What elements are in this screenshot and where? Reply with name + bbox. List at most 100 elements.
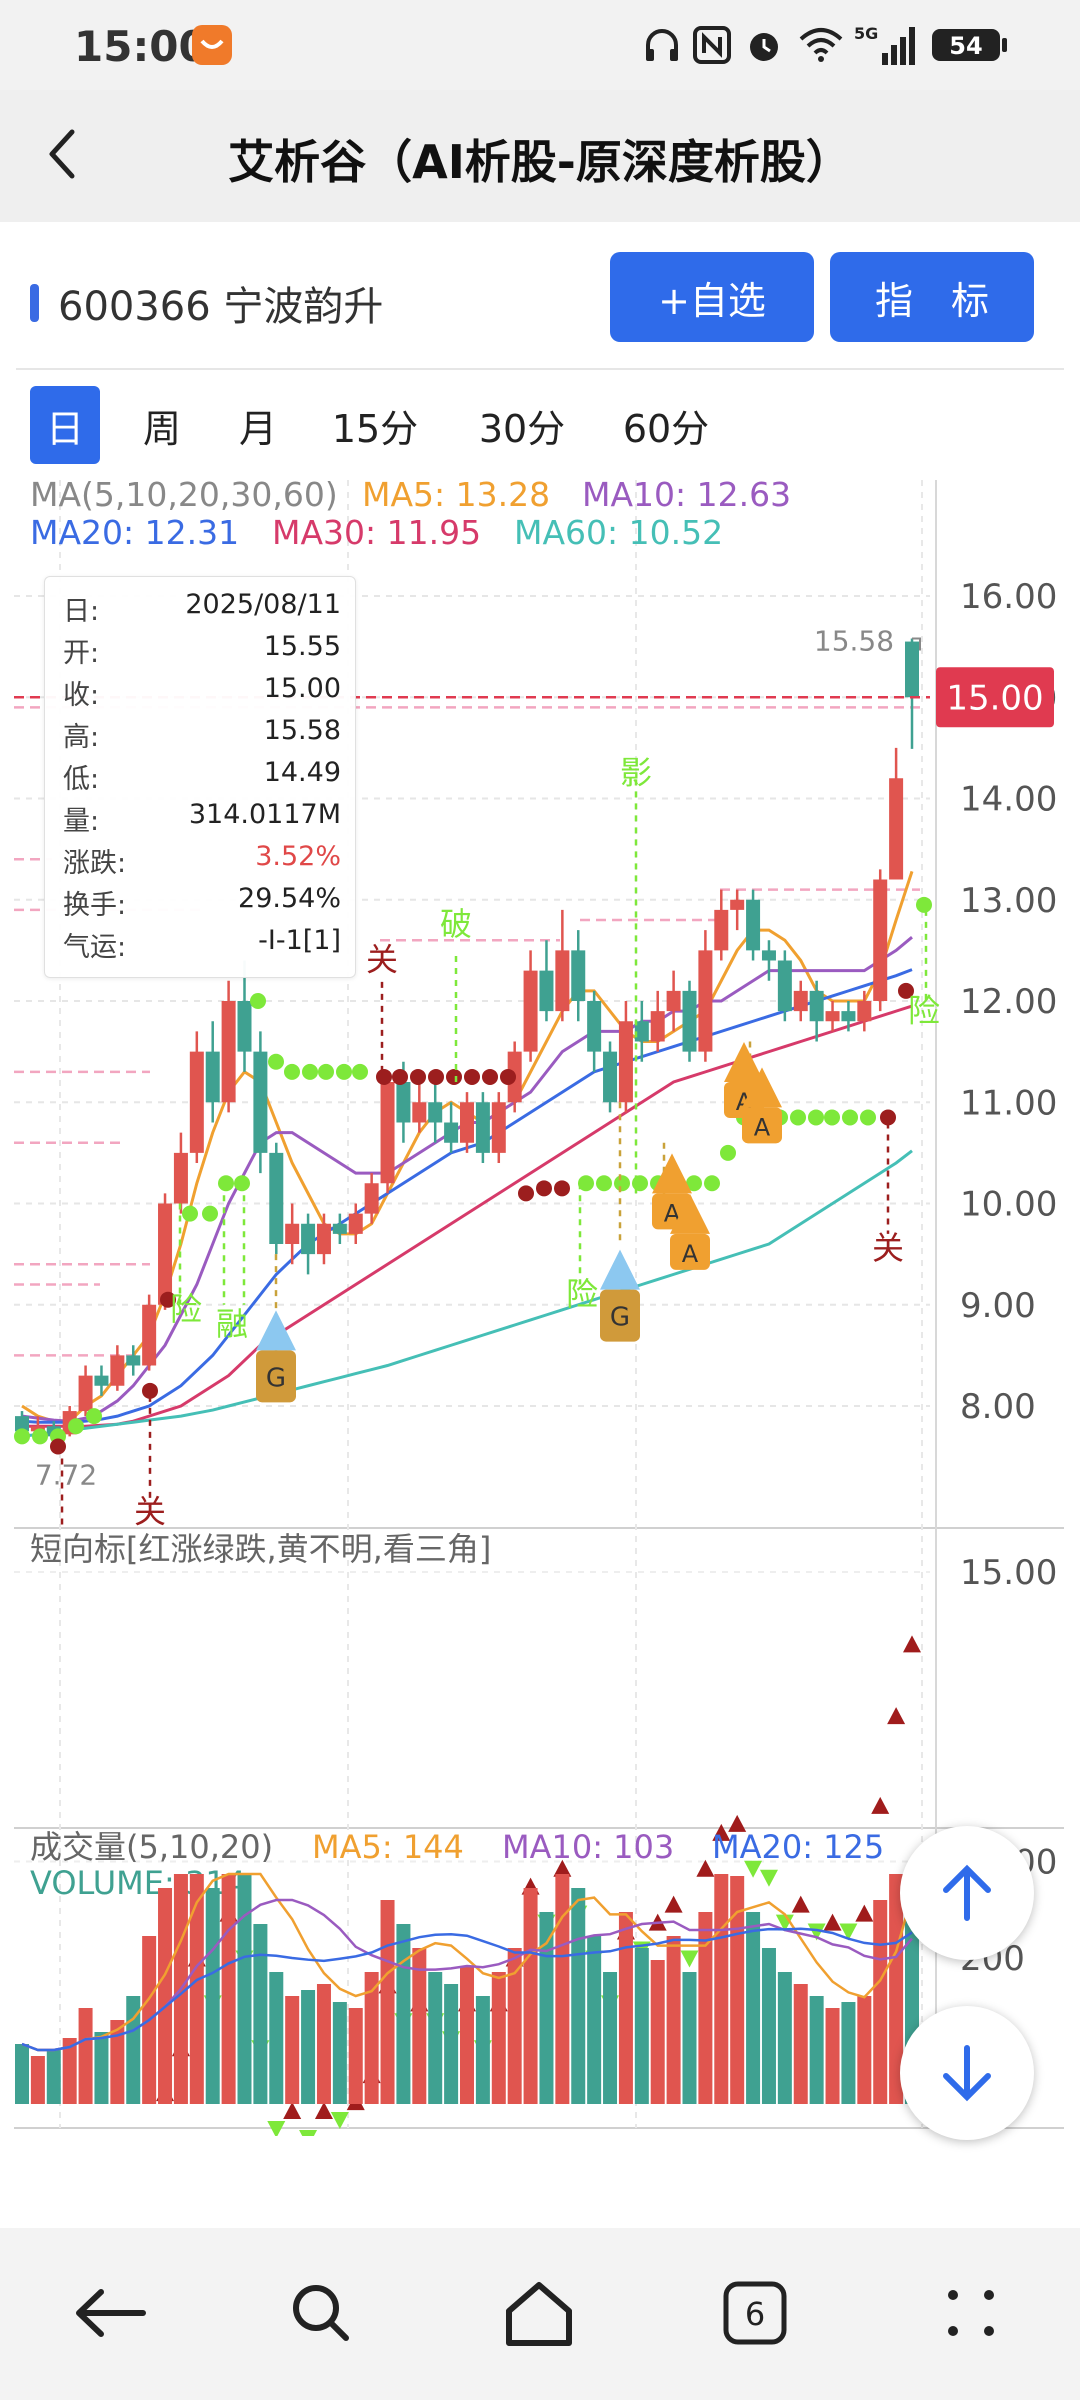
volume-bar bbox=[523, 1888, 538, 2104]
candle-body bbox=[825, 1011, 840, 1022]
volume-bar bbox=[857, 1996, 872, 2104]
price-tick: 16.00 bbox=[960, 577, 1057, 617]
period-tab[interactable]: 60分 bbox=[622, 406, 710, 451]
scroll-up-button[interactable] bbox=[900, 1826, 1034, 1960]
signal-dot-green bbox=[596, 1175, 612, 1192]
signal-dot-green bbox=[86, 1408, 102, 1425]
signal-dot-green bbox=[842, 1109, 858, 1126]
candle-body bbox=[889, 778, 904, 880]
trend-triangle bbox=[823, 1913, 842, 1931]
indicator-button[interactable]: 指 标 bbox=[830, 252, 1034, 342]
add-watchlist-button[interactable]: +自选 bbox=[610, 252, 814, 342]
tooltip-value: 314.0117M bbox=[188, 799, 341, 830]
a-marker-arrow bbox=[670, 1193, 710, 1234]
ma-legend-item: MA60: 10.52 bbox=[514, 513, 723, 552]
back-arrow-icon bbox=[76, 2289, 146, 2337]
trend-triangle bbox=[903, 1635, 921, 1653]
signal-dot-red bbox=[880, 1109, 896, 1126]
period-tab[interactable]: 日 bbox=[30, 386, 100, 464]
candle-body bbox=[571, 950, 586, 1001]
period-tab[interactable]: 周 bbox=[142, 406, 181, 451]
signal-dot-green bbox=[182, 1205, 198, 1222]
trend-triangle bbox=[871, 1796, 890, 1814]
candle-body bbox=[475, 1102, 490, 1153]
nav-search-button[interactable] bbox=[276, 2268, 366, 2358]
volume-bar bbox=[237, 1874, 252, 2104]
candle-body bbox=[301, 1223, 316, 1255]
a-marker bbox=[670, 1233, 710, 1270]
volume-bar bbox=[698, 1912, 713, 2104]
volume-bar bbox=[746, 1912, 761, 2104]
tooltip-row: 收: 15.00 bbox=[63, 673, 341, 715]
volume-bar bbox=[364, 1972, 379, 2104]
trend-triangle bbox=[887, 1707, 906, 1725]
volume-bar bbox=[809, 1996, 824, 2104]
trend-triangle bbox=[553, 1859, 572, 1877]
kline-chart[interactable]: 16.00 15.00 14.00 13.00 12.00 11.00 10.00 9.00 8… bbox=[0, 466, 1080, 2136]
tooltip-row: 高: 15.58 bbox=[63, 715, 341, 757]
alarm-icon bbox=[742, 22, 786, 68]
trend-triangle bbox=[728, 1814, 747, 1832]
volume-ma-line bbox=[21, 1872, 914, 2052]
tooltip-row: 涨跌: 3.52% bbox=[63, 841, 341, 883]
volume-bar bbox=[666, 1936, 681, 2104]
volume-bar bbox=[46, 2050, 61, 2104]
a-marker-label: A bbox=[754, 1113, 771, 1141]
indicator-panel-title: 短向标[红涨绿跌,黄不明,看三角] bbox=[30, 1530, 491, 1568]
scroll-down-button[interactable] bbox=[900, 2006, 1034, 2140]
volume-bar bbox=[507, 1948, 522, 2104]
signal-dot-red bbox=[554, 1180, 570, 1197]
back-button[interactable] bbox=[30, 114, 110, 194]
volume-bar bbox=[428, 1972, 443, 2104]
trend-triangle bbox=[314, 2102, 333, 2120]
period-tab[interactable]: 月 bbox=[238, 406, 277, 451]
a-marker bbox=[742, 1107, 782, 1144]
page-title: 艾析谷（AI析股-原深度析股） bbox=[228, 135, 852, 189]
volume-bar bbox=[110, 2020, 125, 2104]
nav-tabs-button[interactable]: 6 bbox=[710, 2268, 800, 2358]
home-icon bbox=[506, 2282, 572, 2346]
candle-body bbox=[126, 1355, 141, 1366]
signal-dot-green bbox=[614, 1175, 630, 1192]
signal-dot-green bbox=[268, 1053, 284, 1070]
trend-triangle bbox=[696, 1859, 715, 1877]
volume-bar bbox=[587, 1936, 602, 2104]
volume-bar bbox=[444, 1984, 459, 2104]
nav-home-button[interactable] bbox=[494, 2268, 584, 2358]
wifi-icon bbox=[796, 22, 846, 68]
candle-body bbox=[905, 641, 919, 698]
g-marker-label: G bbox=[266, 1363, 286, 1393]
trend-triangle bbox=[664, 1895, 683, 1913]
trend-triangle bbox=[680, 1950, 699, 1968]
signal-dot-red bbox=[376, 1068, 392, 1085]
low-price-label: 7.72 bbox=[35, 1458, 97, 1491]
ma-legend-item: MA30: 11.95 bbox=[272, 513, 481, 552]
svg-text:6: 6 bbox=[745, 2295, 765, 2333]
volume-bar bbox=[332, 2002, 347, 2104]
ma-line-ma30 bbox=[22, 1004, 913, 1428]
signal-dot-green bbox=[632, 1175, 648, 1192]
signal-label: 影 bbox=[620, 753, 652, 791]
candle-body bbox=[396, 1082, 411, 1123]
tooltip-row: 换手: 29.54% bbox=[63, 883, 341, 925]
period-tab[interactable]: 15分 bbox=[331, 406, 419, 451]
g-marker-arrow bbox=[600, 1249, 640, 1290]
signal-dot-green bbox=[824, 1109, 840, 1126]
a-marker-arrow bbox=[724, 1042, 764, 1082]
period-tab[interactable]: 30分 bbox=[478, 406, 566, 451]
candle-body bbox=[761, 950, 776, 961]
volume-bar bbox=[78, 2008, 93, 2104]
volume-bar bbox=[158, 1888, 173, 2104]
nav-back-button[interactable] bbox=[64, 2268, 154, 2358]
volume-bar bbox=[30, 2056, 45, 2104]
signal-label: 关 bbox=[366, 941, 398, 979]
candle-body bbox=[682, 990, 697, 1052]
volume-bar bbox=[873, 1900, 888, 2104]
nav-menu-button[interactable] bbox=[926, 2268, 1016, 2358]
tooltip-key: 气运: bbox=[63, 932, 127, 963]
current-price-value: 15.00 bbox=[946, 678, 1043, 718]
stock-name: 600366 宁波韵升 bbox=[58, 284, 384, 330]
tooltip-key: 涨跌: bbox=[63, 848, 127, 879]
g-marker bbox=[600, 1289, 640, 1342]
ma-legend-item: MA10: 12.63 bbox=[582, 475, 791, 514]
